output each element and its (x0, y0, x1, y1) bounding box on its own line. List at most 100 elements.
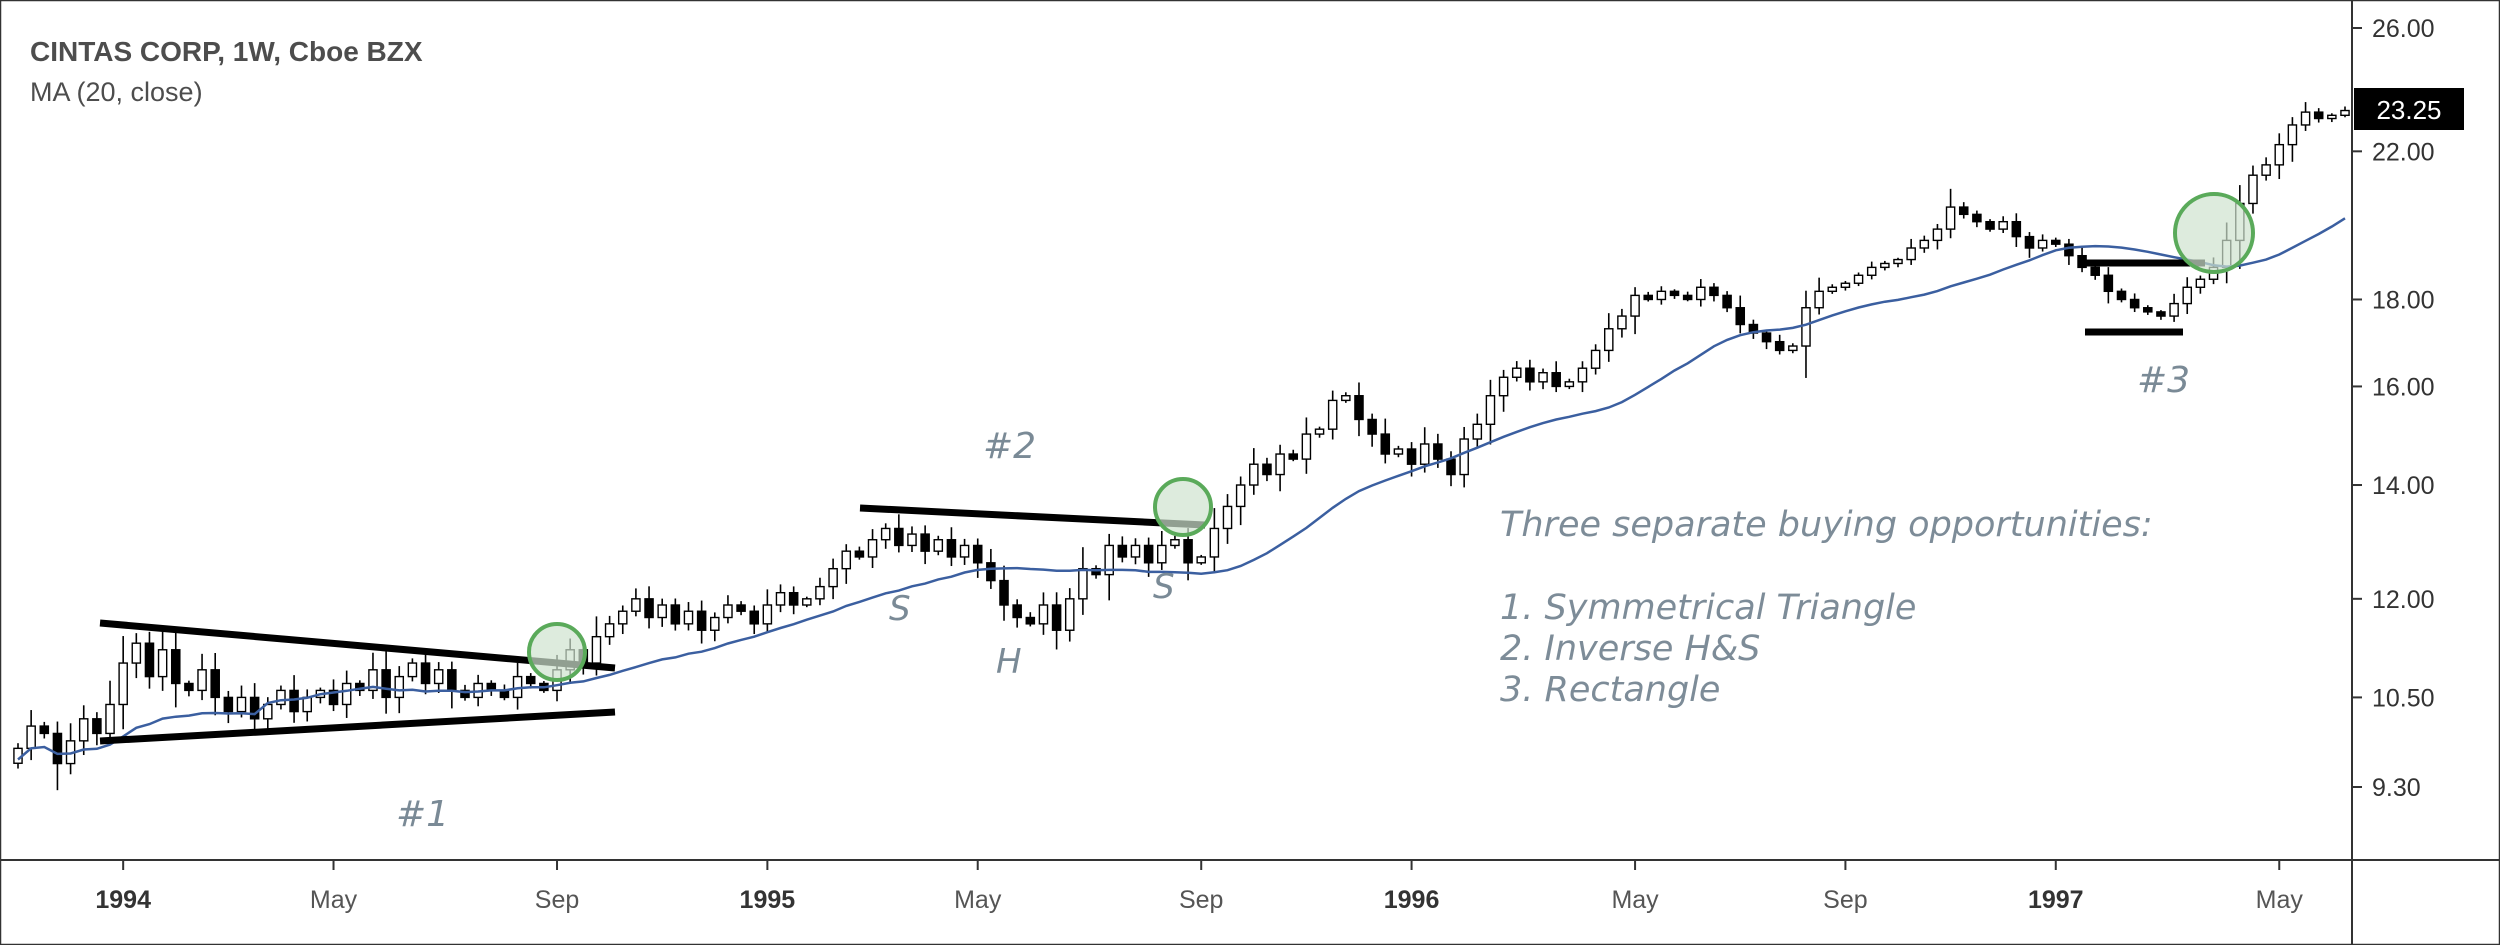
candle-up (1511, 367, 1522, 378)
candle-up (1866, 266, 1877, 276)
candle-down (2077, 254, 2087, 269)
candle-down (736, 604, 746, 612)
candle-up (433, 669, 444, 685)
candle-down (1774, 340, 1785, 352)
note-item-1: 1. Symmetrical Triangle (1500, 588, 1916, 628)
candle-down (986, 562, 996, 582)
breakout-circle-2 (1153, 477, 1213, 537)
candle-up (1906, 247, 1916, 261)
candle-down (525, 675, 536, 685)
candle-up (1564, 381, 1575, 388)
candle-down (1985, 220, 1995, 230)
candle-up (1157, 544, 1167, 564)
candle-down (1012, 604, 1022, 619)
candle-down (696, 610, 707, 631)
price-badge: 23.25 (2376, 95, 2441, 125)
note-title: Three separate buying opportunities: (1500, 505, 2153, 545)
candle-down (2116, 290, 2127, 301)
candle-down (381, 669, 391, 699)
candle-down (328, 689, 339, 706)
x-tick-label: May (2256, 886, 2304, 914)
candle-down (2103, 274, 2114, 293)
pattern-label-2: #2 (983, 426, 1036, 467)
candle-down (2064, 243, 2074, 257)
candle-down (1525, 367, 1535, 383)
y-axis-ticks: 9.30 10.50 12.00 14.00 16.00 18.00 22.00 26.00 (2352, 15, 2435, 802)
y-tick-label: 14.00 (2372, 472, 2435, 500)
x-tick-label: May (954, 886, 1002, 914)
candle-down (1380, 433, 1391, 455)
candle-up (723, 604, 733, 619)
hs-head-label: H (996, 642, 1022, 682)
candle-up (1814, 290, 1824, 309)
breakout-circles (527, 192, 2255, 682)
candle-down (39, 725, 50, 735)
candle-up (1801, 307, 1811, 347)
candle-up (591, 635, 602, 664)
candle-up (1880, 262, 1890, 269)
candle-up (2340, 109, 2350, 117)
candle-down (1551, 372, 1561, 388)
candle-up (131, 642, 142, 664)
candle-up (1617, 315, 1627, 330)
candle-up (78, 718, 89, 742)
candle-up (2182, 286, 2193, 305)
note-item-2: 2. Inverse H&S (1500, 629, 1760, 669)
candle-down (920, 533, 930, 552)
candle-up (1419, 443, 1430, 465)
candle-down (184, 682, 194, 692)
candle-up (1485, 395, 1496, 426)
candle-down (1354, 395, 1364, 421)
candle-up (1630, 294, 1640, 317)
x-tick-label: May (310, 886, 358, 914)
candle-down (92, 718, 102, 735)
candle-up (26, 725, 36, 750)
candle-up (762, 604, 773, 625)
x-axis-ticks: 1994 May Sep 1995 May Sep 1996 May Sep 1997 May (95, 860, 2303, 914)
candle-up (1840, 282, 1851, 288)
candle-down (460, 689, 470, 699)
ma-line (17, 217, 2346, 761)
chart-legend: CINTAS CORP, 1W, Cboe BZX MA (20, close) (30, 32, 423, 112)
candle-up (604, 623, 615, 638)
candle-up (1853, 274, 1864, 284)
triangle-lower-line (99, 708, 616, 745)
candle-up (1893, 258, 1903, 265)
y-tick-label: 22.00 (2372, 138, 2435, 166)
x-tick-label: 1997 (2028, 886, 2084, 914)
candle-up (2287, 124, 2298, 146)
candle-down (1117, 544, 1128, 558)
y-tick-label: 9.30 (2372, 774, 2421, 802)
candle-up (1945, 206, 1956, 230)
candle-up (1130, 544, 1141, 558)
candle-down (2050, 239, 2061, 245)
candle-down (1143, 544, 1154, 564)
candle-up (341, 682, 352, 706)
candle-down (644, 598, 654, 619)
candle-up (1170, 539, 1180, 547)
candle-up (118, 662, 128, 706)
indicator-label: MA (20, close) (30, 77, 203, 107)
y-tick-label: 18.00 (2372, 286, 2435, 314)
y-tick-label: 10.50 (2372, 684, 2435, 712)
candle-down (2090, 266, 2100, 276)
candle-up (236, 696, 247, 713)
candle-down (1709, 286, 1719, 297)
x-tick-label: 1994 (95, 886, 151, 914)
hs-right-shoulder-label: S (1153, 567, 1175, 607)
candle-up (710, 616, 720, 631)
candle-up (1275, 453, 1285, 476)
price-badge-bg (2354, 88, 2464, 130)
candle-up (880, 527, 891, 541)
candle-down (1643, 294, 1653, 301)
candle-up (933, 539, 944, 552)
candle-down (170, 649, 181, 685)
candle-up (1249, 463, 1259, 486)
candle-up (1603, 328, 1614, 352)
candle-down (1446, 458, 1456, 476)
candle-up (1393, 448, 1404, 455)
candle-down (946, 539, 957, 558)
x-tick-label: 1996 (1384, 886, 1440, 914)
candle-up (683, 610, 694, 625)
candle-up (276, 689, 286, 706)
